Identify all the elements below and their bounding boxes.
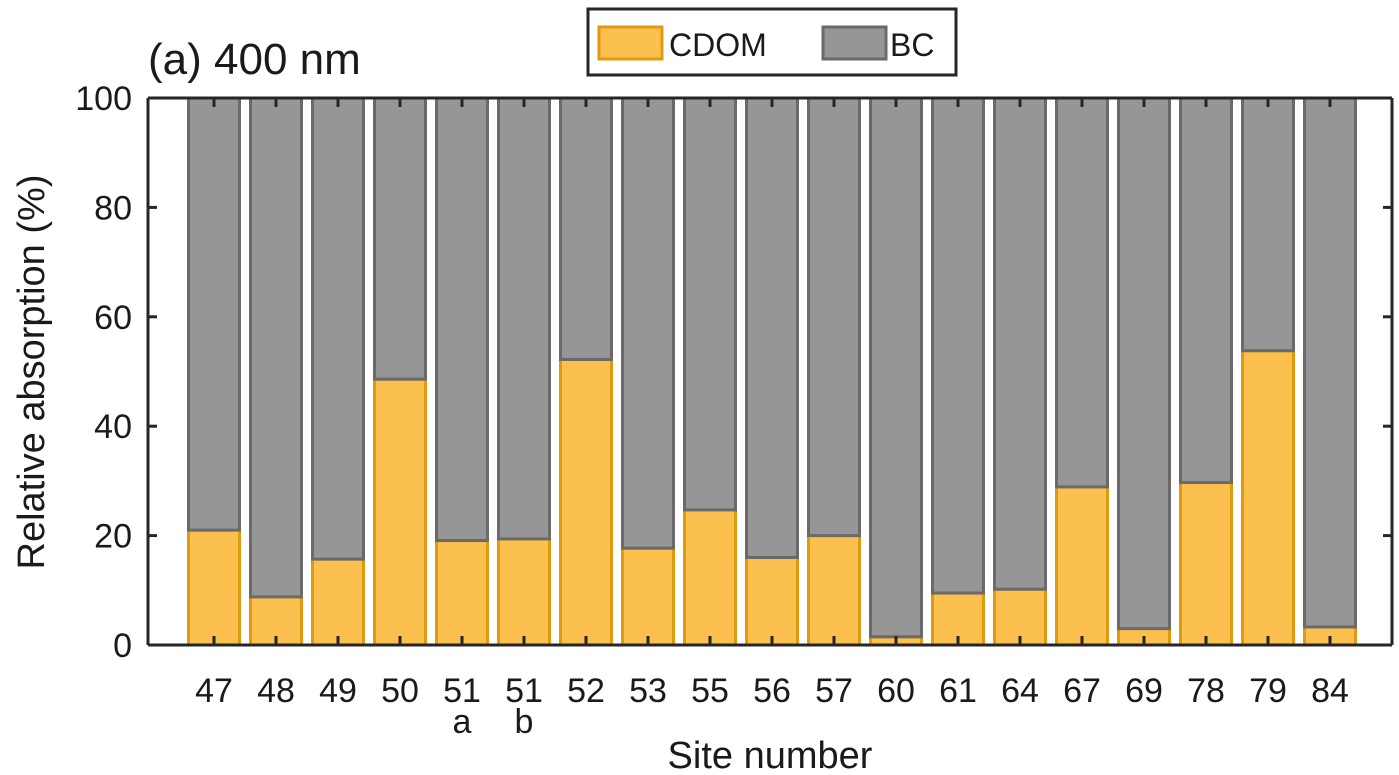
bar-bc-4 bbox=[435, 96, 489, 543]
y-tick-label-1: 20 bbox=[94, 518, 132, 556]
bar-cdom-10 bbox=[807, 534, 861, 647]
bar-bc-18 bbox=[1303, 96, 1357, 629]
bar-bc-12 bbox=[931, 96, 985, 595]
panel-label: (a) 400 nm bbox=[148, 35, 361, 84]
bar-cdom-9 bbox=[745, 555, 799, 647]
bar-bc-1 bbox=[249, 96, 303, 599]
axes-layer bbox=[146, 96, 1394, 647]
y-tick-label-4: 80 bbox=[94, 189, 132, 227]
bar-cdom-7 bbox=[621, 546, 675, 647]
x-tick-label-1: 48 bbox=[257, 672, 295, 710]
x-axis-title: Site number bbox=[668, 735, 873, 775]
x-tick-label-15: 69 bbox=[1125, 672, 1163, 710]
bar-bc-6 bbox=[559, 96, 613, 361]
bar-bc-14 bbox=[1055, 96, 1109, 489]
legend-swatch-cdom bbox=[597, 25, 664, 61]
y-axis-title: Relative absorption (%) bbox=[11, 175, 53, 570]
bar-bc-10 bbox=[807, 96, 861, 538]
x-tick-label-2: 49 bbox=[319, 672, 357, 710]
bar-bc-0 bbox=[187, 96, 241, 532]
bar-cdom-5 bbox=[497, 537, 551, 647]
bar-bc-7 bbox=[621, 96, 675, 550]
bar-bc-8 bbox=[683, 96, 737, 512]
x-tick-label-3: 50 bbox=[381, 672, 419, 710]
bar-bc-2 bbox=[311, 96, 365, 561]
x-tick-label-5: 51 bbox=[505, 672, 543, 710]
bar-bc-13 bbox=[993, 96, 1047, 591]
bar-bc-3 bbox=[373, 96, 427, 381]
y-tick-label-2: 40 bbox=[94, 408, 132, 446]
bars-layer bbox=[187, 96, 1357, 647]
bar-bc-5 bbox=[497, 96, 551, 541]
bar-cdom-3 bbox=[373, 377, 427, 647]
x-tick-label-13: 64 bbox=[1001, 672, 1039, 710]
x-tick-label-14: 67 bbox=[1063, 672, 1101, 710]
bar-cdom-0 bbox=[187, 528, 241, 647]
bar-bc-9 bbox=[745, 96, 799, 559]
bar-cdom-2 bbox=[311, 557, 365, 647]
x-tick-label-16: 78 bbox=[1187, 672, 1225, 710]
x-tick-label-0: 47 bbox=[195, 672, 233, 710]
legend-label-cdom: CDOM bbox=[669, 27, 767, 63]
bar-bc-16 bbox=[1179, 96, 1233, 485]
x-tick-label-7: 53 bbox=[629, 672, 667, 710]
y-tick-label-3: 60 bbox=[94, 299, 132, 337]
bar-cdom-1 bbox=[249, 595, 303, 647]
bar-cdom-16 bbox=[1179, 481, 1233, 647]
x-tick-label-6: 52 bbox=[567, 672, 605, 710]
x-tick-label-9: 56 bbox=[753, 672, 791, 710]
x-tick-label-4: 51 bbox=[443, 672, 481, 710]
x-tick-label-10: 57 bbox=[815, 672, 853, 710]
bar-cdom-4 bbox=[435, 539, 489, 647]
x-tick-label-17: 79 bbox=[1249, 672, 1287, 710]
x-tick-label-8: 55 bbox=[691, 672, 729, 710]
bar-cdom-8 bbox=[683, 508, 737, 647]
x-tick-sublabel-5: b bbox=[515, 703, 534, 741]
x-tick-label-18: 84 bbox=[1311, 672, 1349, 710]
y-tick-label-5: 100 bbox=[75, 80, 132, 118]
x-tick-sublabel-4: a bbox=[453, 703, 472, 741]
legend: CDOM BC bbox=[586, 7, 958, 77]
bar-cdom-14 bbox=[1055, 485, 1109, 647]
bar-bc-17 bbox=[1241, 96, 1295, 353]
legend-label-bc: BC bbox=[890, 27, 934, 63]
y-tick-label-0: 0 bbox=[113, 627, 132, 665]
bar-cdom-17 bbox=[1241, 349, 1295, 647]
x-tick-label-11: 60 bbox=[877, 672, 915, 710]
bar-bc-15 bbox=[1117, 96, 1171, 631]
bar-bc-11 bbox=[869, 96, 923, 639]
bar-cdom-6 bbox=[559, 357, 613, 647]
x-tick-label-12: 61 bbox=[939, 672, 977, 710]
legend-swatch-bc bbox=[821, 25, 888, 61]
